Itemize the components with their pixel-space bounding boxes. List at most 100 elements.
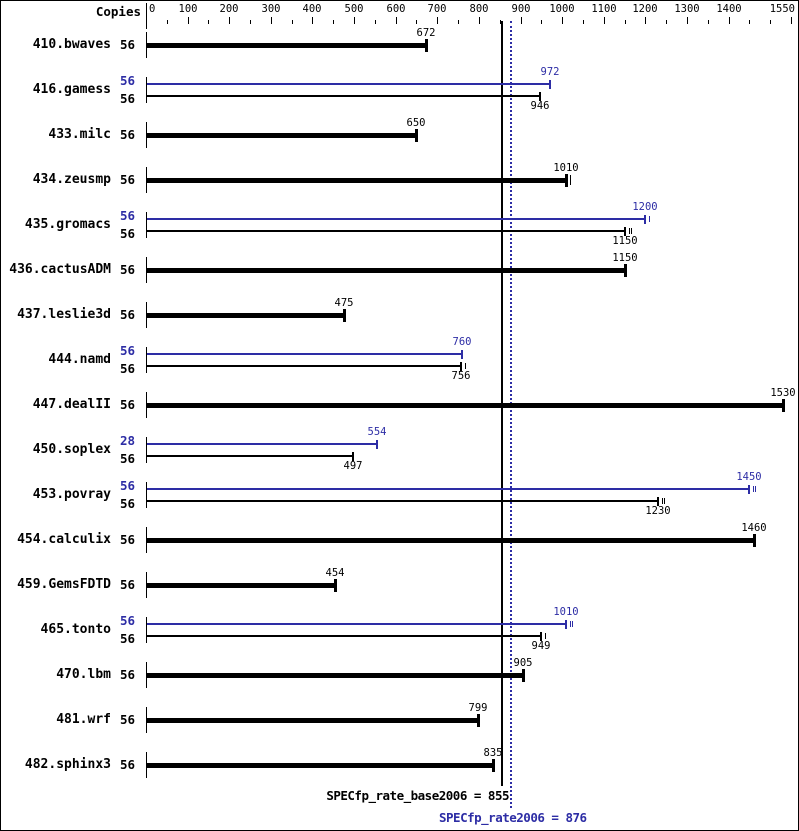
copies-label: 56 [119,613,135,628]
benchmark-label: 459.GemsFDTD [17,577,111,592]
axis-tick-label: 900 [511,3,531,15]
axis-minor-tick [625,20,626,24]
row-axis-stub [146,257,147,283]
bar-end-cap [782,399,785,412]
axis-major-tick [729,17,730,24]
axis-minor-tick [250,20,251,24]
base-bar [147,43,426,48]
copies-label: 56 [119,37,135,52]
benchmark-label: 450.soplex [32,442,111,457]
copies-label: 56 [119,172,135,187]
bar-end-cap [492,759,495,772]
bar-end-cap [748,485,750,494]
row-axis-stub [146,527,147,553]
bar-value-label: 946 [530,100,550,112]
copies-label: 56 [119,307,135,322]
axis-minor-tick [333,20,334,24]
axis-tick-label: 1550 [769,3,795,15]
base-bar [147,178,566,183]
axis-major-tick [521,17,522,24]
bar-value-label: 799 [468,702,488,714]
bar-value-label: 1010 [553,162,579,174]
axis-major-tick [437,17,438,24]
row-axis-stub [146,437,147,463]
run-mark [662,498,663,504]
bar-value-label: 1530 [770,387,796,399]
base-bar [147,133,416,138]
copies-header: Copies [95,4,141,19]
bar-value-label: 1150 [612,252,638,264]
run-mark [649,216,650,222]
copies-label: 56 [119,208,135,223]
run-mark [570,621,571,627]
benchmark-label: 436.cactusADM [9,262,111,277]
axis-minor-tick [458,20,459,24]
bar-end-cap [644,215,646,224]
run-mark [664,498,665,504]
run-mark [629,228,630,234]
benchmark-label: 434.zeusmp [32,172,111,187]
bar-end-cap [343,309,346,322]
axis-tick-label: 500 [344,3,364,15]
base-bar [147,763,493,768]
copies-label: 56 [119,127,135,142]
run-mark [545,633,546,639]
axis-major-tick [396,17,397,24]
copies-label: 56 [119,496,135,511]
benchmark-label: 454.calculix [17,532,111,547]
peak-bar [147,218,645,220]
base-bar [147,230,625,232]
axis-major-tick [271,17,272,24]
row-axis-stub [146,572,147,598]
base-bar [147,500,658,502]
copies-label: 56 [119,343,135,358]
axis-minor-tick [541,20,542,24]
axis-minor-tick [708,20,709,24]
axis-tick-label: 0 [149,3,156,15]
base-bar [147,403,783,408]
row-axis-stub [146,392,147,418]
copies-label: 56 [119,91,135,106]
copies-label: 56 [119,73,135,88]
copies-label: 56 [119,451,135,466]
axis-major-tick [604,17,605,24]
axis-minor-tick [749,20,750,24]
benchmark-label: 410.bwaves [32,37,111,52]
base-bar [147,673,523,678]
copies-label: 56 [119,667,135,682]
row-axis-stub [146,167,147,193]
bar-end-cap [624,227,626,236]
copies-label: 56 [119,577,135,592]
bar-end-cap [415,129,418,142]
bar-end-cap [565,620,567,629]
bar-value-label: 497 [343,460,363,472]
axis-major-tick [791,17,792,24]
axis-tick-label: 1300 [674,3,700,15]
bar-value-label: 949 [531,640,551,652]
bar-end-cap [460,362,462,371]
benchmark-label: 447.dealII [32,397,111,412]
bar-end-cap [657,497,659,506]
benchmark-label: 433.milc [48,127,111,142]
bar-value-label: 1200 [632,201,658,213]
bar-value-label: 475 [334,297,354,309]
base-bar [147,365,461,367]
axis-major-tick [312,17,313,24]
bar-value-label: 756 [451,370,471,382]
base-bar [147,538,754,543]
benchmark-label: 437.leslie3d [17,307,111,322]
copies-label: 56 [119,262,135,277]
row-axis-stub [146,482,147,508]
row-axis-stub [146,122,147,148]
copies-label: 56 [119,226,135,241]
axis-tick-label: 1400 [716,3,742,15]
axis-minor-tick [292,20,293,24]
axis-tick-label: 300 [261,3,281,15]
footer-base-score: SPECfp_rate_base2006 = 855 [326,788,509,803]
axis-tick-label: 700 [427,3,447,15]
axis-minor-tick [416,20,417,24]
benchmark-label: 453.povray [32,487,111,502]
bar-value-label: 1450 [736,471,762,483]
axis-minor-tick [208,20,209,24]
bar-value-label: 1460 [741,522,767,534]
